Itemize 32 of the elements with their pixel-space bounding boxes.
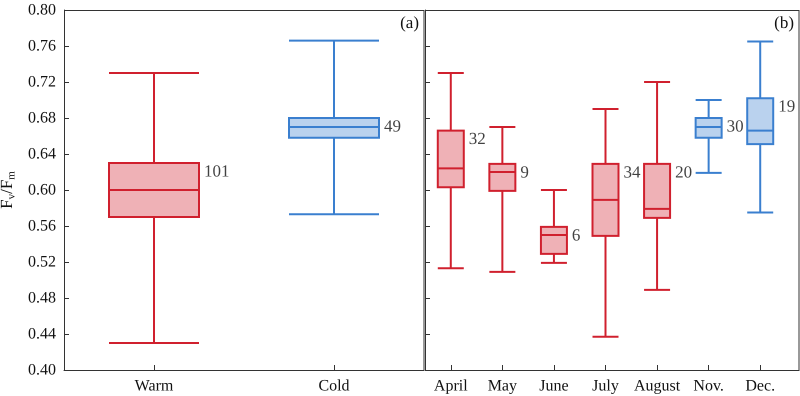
y-tick-label: 0.60 <box>28 182 56 198</box>
y-tick-label: 0.52 <box>28 254 56 270</box>
y-tick-label: 0.56 <box>28 218 56 234</box>
annotation: 6 <box>572 225 580 244</box>
x-tick-label: July <box>592 378 619 394</box>
x-tick-label: August <box>634 378 681 394</box>
annotation: 9 <box>520 162 529 182</box>
x-tick-label: Dec. <box>745 378 776 394</box>
x-tick-label: June <box>539 378 569 394</box>
y-tick-label: 0.44 <box>28 326 56 342</box>
x-tick-label: Cold <box>318 378 350 394</box>
annotation: 20 <box>675 162 692 182</box>
x-tick-label: Warm <box>134 378 174 394</box>
x-tick-label: May <box>488 378 518 394</box>
annotation: 49 <box>384 116 401 136</box>
y-tick-label: 0.48 <box>28 290 56 306</box>
y-tick-label: 0.72 <box>28 74 56 90</box>
y-tick-label: 0.80 <box>28 2 56 18</box>
y-tick-label: 0.40 <box>28 362 56 378</box>
y-tick-label: 0.64 <box>28 146 56 162</box>
x-tick-label: April <box>434 378 468 394</box>
annotation: 101 <box>204 162 230 180</box>
y-axis-title: Fv/Fm <box>0 170 18 209</box>
y-tick-label: 0.68 <box>28 110 56 126</box>
annotation: 19 <box>778 96 796 116</box>
x-tick-label: Nov. <box>693 378 724 394</box>
annotation: 32 <box>468 129 486 148</box>
annotation: 34 <box>624 162 641 182</box>
annotation: 30 <box>726 116 744 136</box>
annotation: (a) <box>400 13 420 32</box>
annotation: (b) <box>774 13 794 32</box>
y-tick-label: 0.76 <box>28 38 56 54</box>
